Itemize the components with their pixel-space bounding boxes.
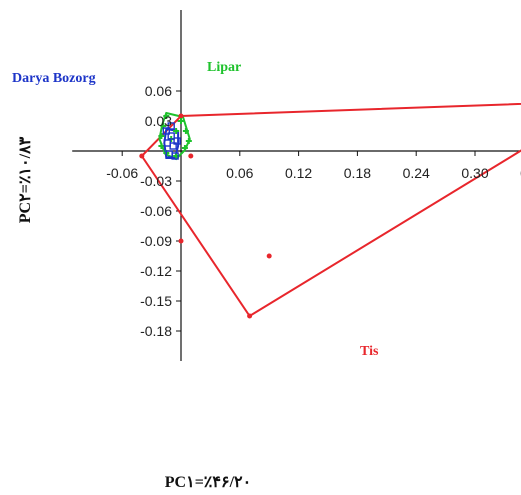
y-axis-title: PC۲=٪۱۰/۸۳ (17, 136, 34, 223)
point-darya-bozorg (173, 137, 181, 145)
point-tis (178, 238, 184, 244)
y-tick-label: -0.15 (140, 293, 172, 309)
point-lipar (185, 138, 192, 144)
point-tis (266, 253, 272, 259)
x-tick-label: -0.06 (106, 165, 138, 181)
y-tick-label: -0.18 (140, 323, 172, 339)
point-lipar (178, 118, 184, 124)
point-lipar (181, 145, 188, 151)
y-tick-label: -0.03 (140, 173, 172, 189)
point-lipar (163, 113, 170, 119)
point-tis (178, 113, 184, 119)
y-tick-label: -0.06 (140, 203, 172, 219)
point-darya-bozorg (163, 139, 171, 147)
point-tis (188, 153, 194, 159)
point-darya-bozorg (162, 127, 171, 135)
x-tick-label: 0.12 (285, 165, 312, 181)
hull-tis (140, 102, 521, 318)
group-hulls (140, 102, 521, 318)
x-tick-label: 0.18 (344, 165, 371, 181)
point-tis (139, 153, 145, 159)
point-darya-bozorg (171, 152, 179, 160)
y-tick-label: -0.09 (140, 233, 172, 249)
group-label-darya-bozorg: Darya Bozorg (12, 71, 96, 86)
tick-labels: -0.060.060.120.180.240.300.360.420.060.0… (106, 83, 521, 339)
point-lipar (173, 128, 180, 134)
point-darya-bozorg (167, 132, 175, 140)
y-tick-label: 0.03 (145, 113, 172, 129)
y-tick-label: -0.12 (140, 263, 172, 279)
x-tick-label: 0.24 (403, 165, 430, 181)
point-lipar (158, 143, 165, 149)
point-tis (247, 313, 253, 319)
group-label-lipar: Lipar (207, 60, 241, 75)
point-lipar (182, 128, 189, 134)
group-label-tis: Tis (360, 344, 379, 359)
point-lipar (158, 133, 165, 139)
x-axis-title: PC۱=٪۴۶/۲۰ (165, 474, 251, 491)
data-points (139, 113, 272, 319)
x-tick-label: 0.06 (226, 165, 253, 181)
x-tick-label: 0.30 (461, 165, 488, 181)
point-darya-bozorg (167, 122, 175, 130)
y-tick-label: 0.06 (145, 83, 172, 99)
